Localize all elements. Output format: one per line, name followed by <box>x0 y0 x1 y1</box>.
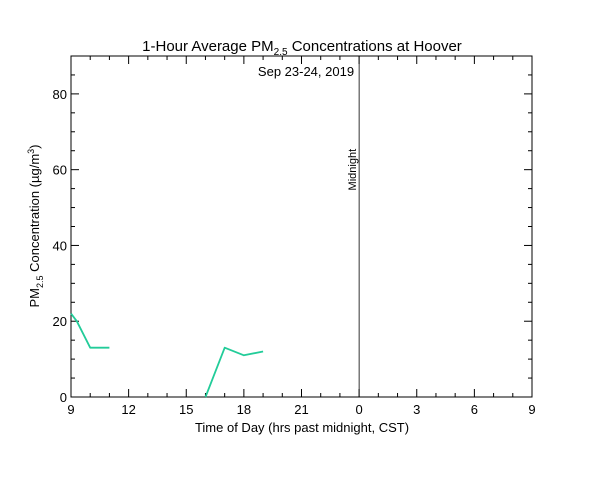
chart-title: 1-Hour Average PM2.5 Concentrations at H… <box>142 38 462 58</box>
y-tick-label: 0 <box>60 390 67 405</box>
x-axis: 9 12 15 18 21 0 3 6 9 <box>67 56 536 417</box>
chart-title-subscript: 2.5 <box>274 47 288 58</box>
chart-subtitle: Sep 23-24, 2019 <box>258 64 354 79</box>
y-tick-label: 60 <box>53 163 67 178</box>
x-tick-label: 15 <box>179 402 193 417</box>
y-axis-label: PM2.5 Concentration (µg/m3) <box>26 144 45 307</box>
y-tick-label: 20 <box>53 314 67 329</box>
x-tick-label: 6 <box>471 402 478 417</box>
data-series <box>70 313 264 398</box>
x-axis-label: Time of Day (hrs past midnight, CST) <box>195 420 409 435</box>
x-tick-label: 0 <box>356 402 363 417</box>
x-tick-label: 21 <box>294 402 308 417</box>
x-tick-label: 9 <box>528 402 535 417</box>
y-tick-label: 40 <box>53 238 67 253</box>
y-axis-label-superscript: 3 <box>26 149 36 154</box>
x-tick-label: 12 <box>121 402 135 417</box>
x-tick-label: 9 <box>67 402 74 417</box>
midnight-label: Midnight <box>347 149 359 191</box>
x-tick-label: 3 <box>413 402 420 417</box>
y-tick-label: 80 <box>53 87 67 102</box>
series-line-segment <box>204 346 264 398</box>
y-axis-label-subscript: 2.5 <box>35 276 45 289</box>
x-tick-label: 18 <box>237 402 251 417</box>
plot-frame <box>70 55 533 398</box>
y-axis: 0 20 40 60 80 <box>53 55 532 405</box>
series-line-segment <box>70 313 110 349</box>
